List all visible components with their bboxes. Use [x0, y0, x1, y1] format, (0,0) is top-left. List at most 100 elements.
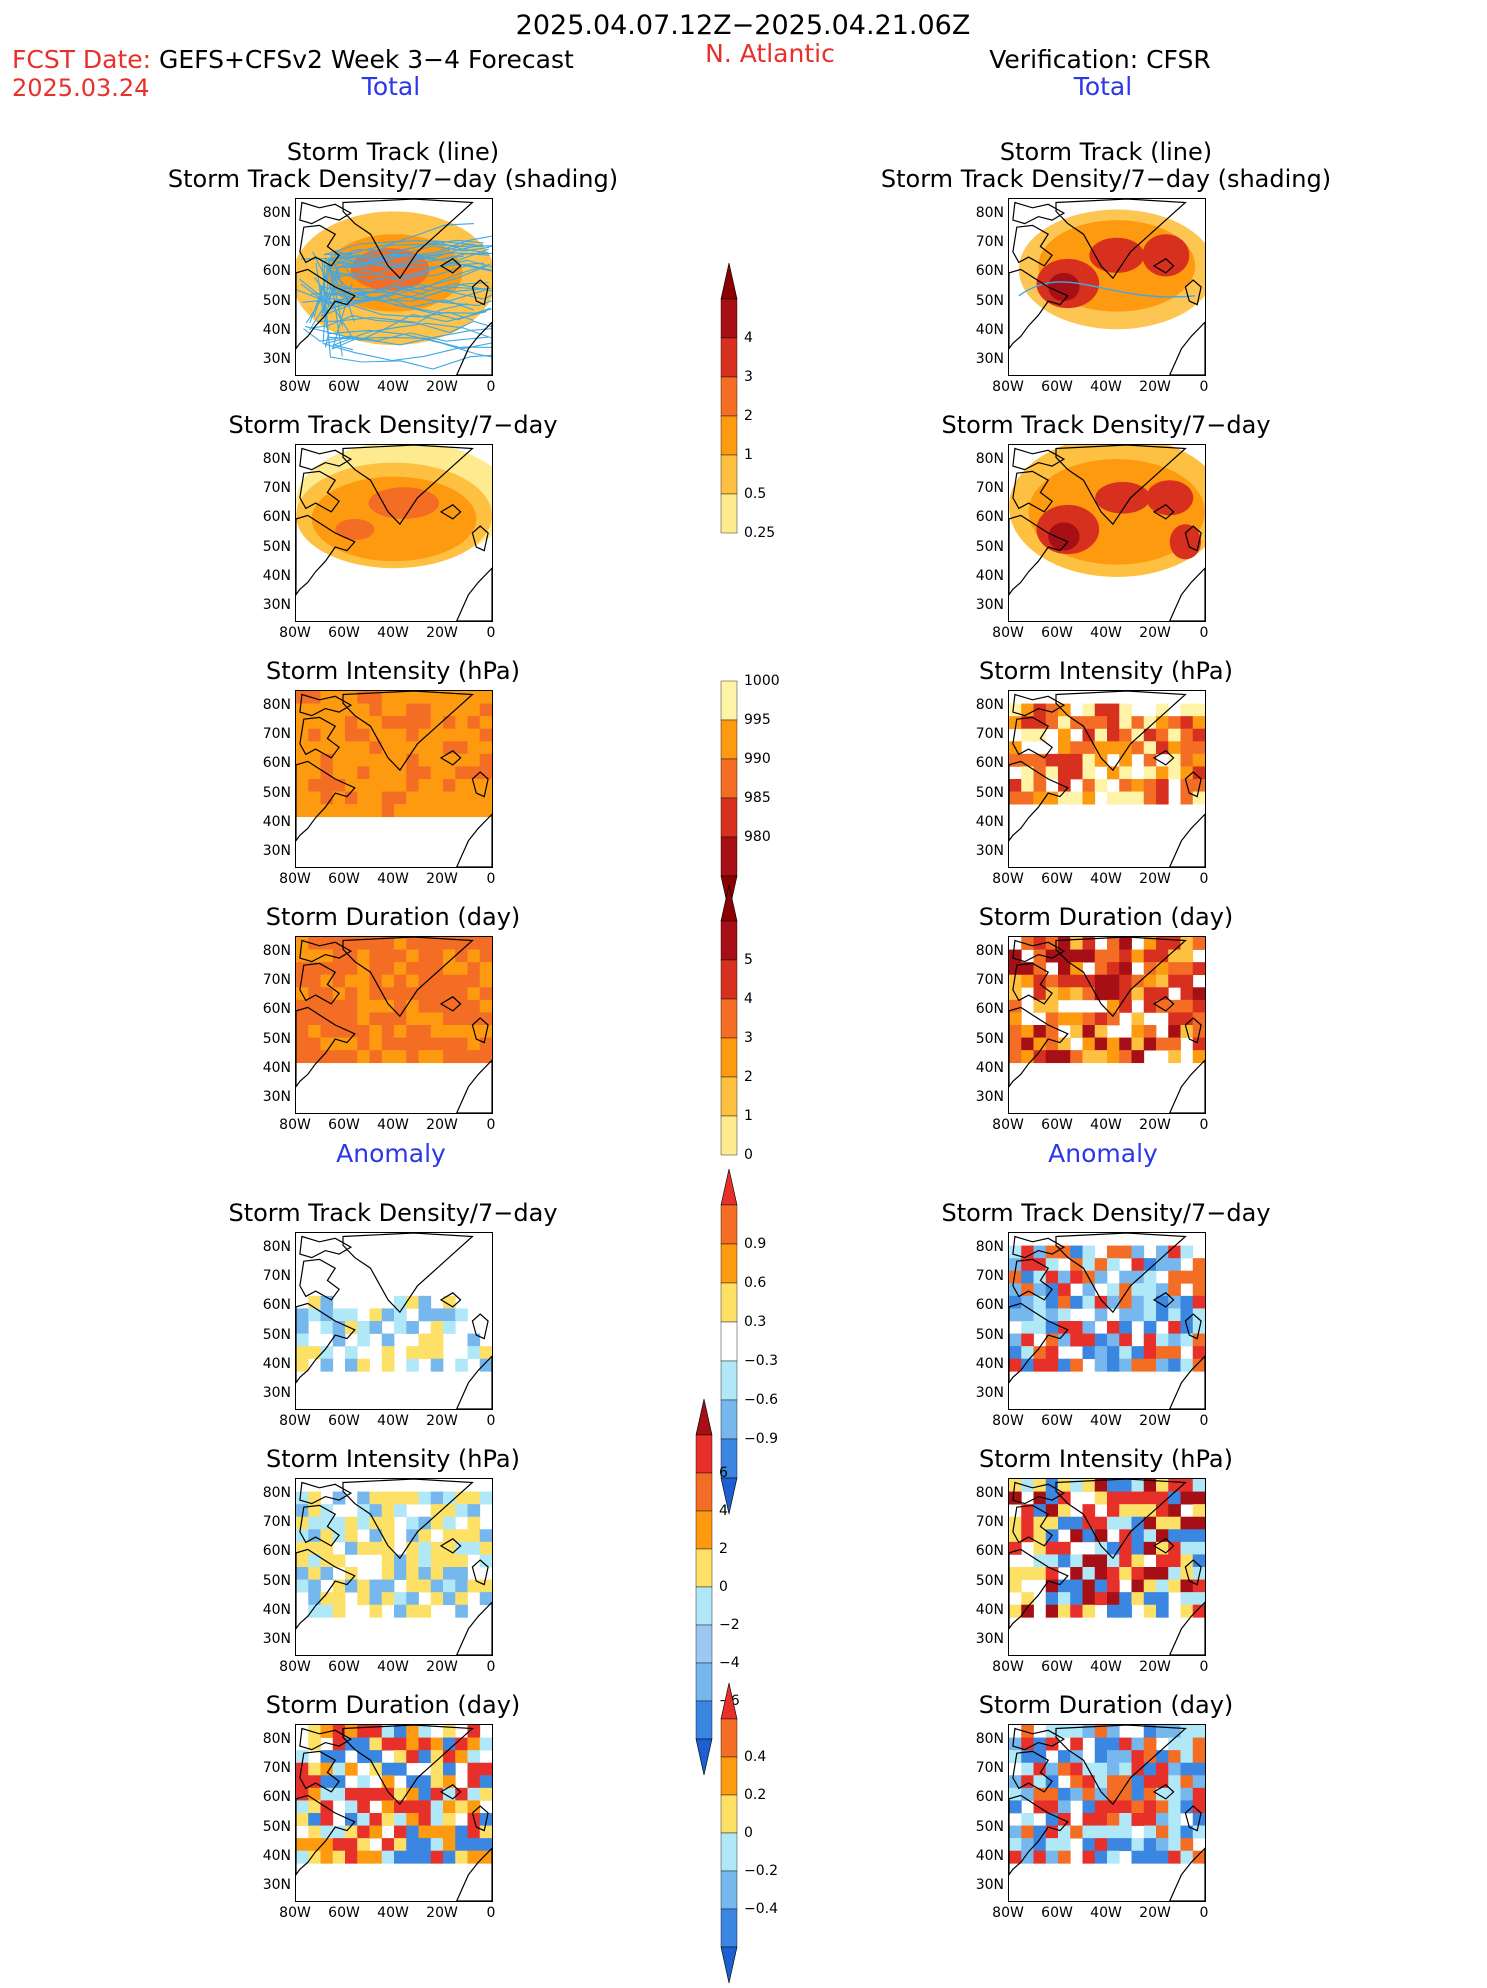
grid-cell [1094, 1346, 1108, 1360]
colorbar-swatch [720, 758, 738, 799]
colorbar-swatch [720, 959, 738, 1000]
grid-cell [394, 1750, 407, 1764]
grid-cell [296, 804, 309, 818]
grid-cell [345, 1725, 358, 1738]
lat-tick-label: 40N [262, 1847, 291, 1864]
grid-cell [296, 1358, 309, 1372]
grid-cell [1131, 1245, 1145, 1259]
lon-tick-label: 60W [328, 1659, 360, 1675]
grid-cell [1107, 1516, 1120, 1530]
grid-cell [320, 1025, 334, 1038]
lat-tick-label: 80N [262, 1485, 291, 1501]
grid-cell [1094, 1725, 1108, 1738]
grid-cell [430, 1838, 444, 1852]
grid-cell [1058, 1850, 1071, 1864]
grid-cell [369, 804, 383, 818]
grid-cell [406, 1579, 419, 1593]
grid-cell [381, 999, 395, 1013]
grid-cell [1070, 1516, 1083, 1530]
grid-cell [381, 1012, 395, 1026]
density-shading [1089, 237, 1145, 273]
lon-tick-label: 20W [1139, 1905, 1171, 1921]
grid-cell [406, 974, 419, 988]
grid-cell [345, 1358, 358, 1372]
grid-cell [406, 741, 419, 755]
grid-cell [308, 1762, 321, 1776]
lat-tick-label: 70N [262, 1268, 291, 1285]
grid-cell [1143, 1737, 1157, 1751]
grid-cell [1033, 987, 1047, 1001]
grid-cell [1168, 1358, 1181, 1372]
grid-cell [1058, 716, 1071, 730]
grid-cell [345, 741, 358, 755]
grid-cell [1045, 1838, 1059, 1852]
grid-cell [1082, 1800, 1096, 1814]
grid-cell [1156, 779, 1169, 792]
grid-cell [1070, 1825, 1083, 1839]
grid-cell [345, 791, 358, 805]
fcst-date-label: FCST Date: [12, 45, 152, 74]
grid-cell [394, 779, 407, 792]
grid-cell [1168, 1825, 1181, 1839]
grid-cell [430, 716, 444, 730]
grid-cell [479, 1012, 492, 1026]
grid-cell [1168, 1750, 1181, 1764]
colorbar-swatch [720, 337, 738, 378]
grid-cell [345, 1838, 358, 1852]
grid-cell [1009, 1567, 1022, 1580]
grid-cell [345, 1037, 358, 1051]
grid-cell [443, 1787, 456, 1801]
lat-tick-label: 40N [975, 1601, 1004, 1618]
grid-cell [1082, 779, 1096, 792]
grid-cell [381, 1762, 395, 1776]
storm-track-line [316, 317, 492, 334]
grid-cell [430, 791, 444, 805]
lon-tick-label: 40W [1090, 1117, 1122, 1133]
grid-cell [443, 728, 456, 742]
grid-cell [406, 791, 419, 805]
colorbar-swatch [720, 1037, 738, 1078]
grid-cell [455, 1592, 468, 1606]
grid-cell [1131, 791, 1145, 805]
grid-cell [1070, 741, 1083, 755]
grid-cell [1094, 1750, 1108, 1764]
grid-cell [1180, 753, 1194, 767]
storm-track-line [315, 262, 492, 314]
grid-cell [443, 1800, 456, 1814]
lon-tick-label: 0 [1199, 625, 1209, 641]
map-canvas [296, 199, 492, 375]
grid-cell [418, 779, 432, 792]
grid-cell [308, 1800, 321, 1814]
grid-cell [1021, 1050, 1034, 1064]
grid-cell [1119, 987, 1132, 1001]
grid-cell [1058, 1838, 1071, 1852]
lat-tick-label: 80N [262, 205, 291, 221]
grid-cell [296, 766, 309, 780]
grid-cell [1180, 1775, 1194, 1789]
grid-cell [1021, 1787, 1034, 1801]
grid-cell [394, 1025, 407, 1038]
grid-cell [1082, 1567, 1096, 1580]
grid-cell [479, 1850, 492, 1864]
grid-cell [320, 962, 334, 976]
grid-cell [443, 1592, 456, 1606]
grid-cell [455, 804, 468, 818]
grid-cell [1082, 1554, 1096, 1568]
colorbar-label: 995 [744, 712, 771, 728]
grid-cell [455, 691, 468, 704]
grid-cell [406, 1838, 419, 1852]
grid-cell [320, 974, 334, 988]
grid-cell [1192, 791, 1205, 805]
grid-cell [1131, 974, 1145, 988]
grid-cell [1070, 753, 1083, 767]
lat-tick-label: 70N [262, 1760, 291, 1777]
grid-cell [418, 1050, 432, 1064]
grid-cell [320, 1838, 334, 1852]
grid-cell [394, 1787, 407, 1801]
grid-cell [1119, 1358, 1132, 1372]
grid-cell [418, 741, 432, 755]
grid-cell [1070, 791, 1083, 805]
grid-cell [1107, 1750, 1120, 1764]
colorbar-swatch [695, 1586, 713, 1626]
